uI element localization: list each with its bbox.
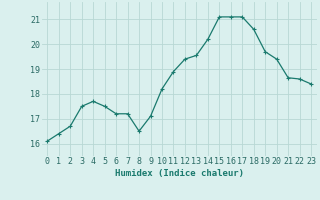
X-axis label: Humidex (Indice chaleur): Humidex (Indice chaleur) [115, 169, 244, 178]
